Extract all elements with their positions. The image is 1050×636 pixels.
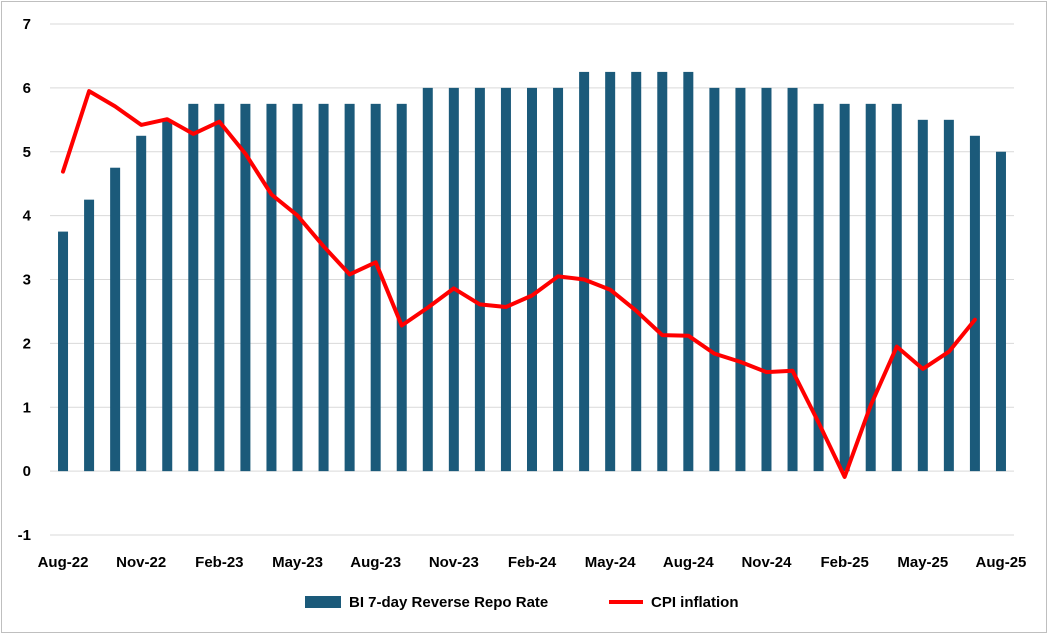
bar xyxy=(787,87,798,472)
bar xyxy=(865,103,876,472)
y-tick-label: -1 xyxy=(18,527,31,544)
bar xyxy=(709,87,720,472)
bar xyxy=(448,87,459,472)
legend-label-bar: BI 7-day Reverse Repo Rate xyxy=(349,594,548,611)
bar xyxy=(943,119,954,472)
y-tick-label: 5 xyxy=(23,144,31,161)
x-tick-label: Nov-24 xyxy=(741,554,792,571)
y-tick-label: 2 xyxy=(23,335,31,352)
legend-swatch-bar xyxy=(305,596,341,608)
series-line xyxy=(61,89,977,479)
bar xyxy=(891,103,902,472)
line-series xyxy=(61,89,977,479)
bar xyxy=(136,135,147,472)
x-tick-label: Aug-25 xyxy=(976,554,1027,571)
bar xyxy=(344,103,355,472)
bar xyxy=(839,103,850,472)
bar xyxy=(474,87,485,472)
legend: BI 7-day Reverse Repo Rate CPI inflation xyxy=(305,594,739,611)
bar xyxy=(318,103,329,472)
x-tick-label: Feb-23 xyxy=(195,554,243,571)
legend-label-line: CPI inflation xyxy=(651,594,739,611)
x-tick-label: Feb-24 xyxy=(508,554,557,571)
bar xyxy=(162,119,173,472)
bar xyxy=(657,71,668,472)
bar xyxy=(396,103,407,472)
bar xyxy=(214,103,225,472)
bar xyxy=(969,135,980,472)
y-tick-label: 3 xyxy=(23,272,31,289)
x-axis-ticks: Aug-22 Nov-22 Feb-23 May-23 Aug-23 Nov-23 Feb-… xyxy=(38,554,1027,571)
bar xyxy=(813,103,824,472)
y-tick-label: 6 xyxy=(23,80,31,97)
x-tick-label: Aug-24 xyxy=(663,554,714,571)
bar xyxy=(84,199,95,472)
bar xyxy=(292,103,303,472)
bar-series xyxy=(58,71,1006,472)
x-tick-label: Aug-22 xyxy=(38,554,89,571)
y-tick-label: 0 xyxy=(23,463,31,480)
x-tick-label: May-23 xyxy=(272,554,323,571)
y-tick-label: 4 xyxy=(23,208,32,225)
bar xyxy=(735,87,746,472)
y-tick-label: 7 xyxy=(23,16,31,33)
bar xyxy=(631,71,642,472)
bar xyxy=(683,71,694,472)
bar xyxy=(995,151,1006,472)
y-axis-ticks: -1 0 1 2 3 4 5 6 7 xyxy=(18,16,32,544)
bar xyxy=(917,119,928,472)
x-tick-label: Feb-25 xyxy=(820,554,868,571)
bar xyxy=(579,71,590,472)
bar xyxy=(500,87,511,472)
bar xyxy=(370,103,381,472)
x-tick-label: May-24 xyxy=(585,554,637,571)
bar xyxy=(761,87,772,472)
bar xyxy=(605,71,616,472)
y-tick-label: 1 xyxy=(23,399,31,416)
bar xyxy=(266,103,277,472)
x-tick-label: Nov-23 xyxy=(429,554,479,571)
bar xyxy=(188,103,199,472)
bar xyxy=(527,87,537,472)
bar xyxy=(422,87,433,472)
x-tick-label: Nov-22 xyxy=(116,554,166,571)
x-tick-label: Aug-23 xyxy=(350,554,401,571)
bar xyxy=(553,87,564,472)
x-tick-label: May-25 xyxy=(897,554,948,571)
bar xyxy=(110,167,121,472)
bar xyxy=(58,231,69,472)
bar xyxy=(240,103,251,472)
